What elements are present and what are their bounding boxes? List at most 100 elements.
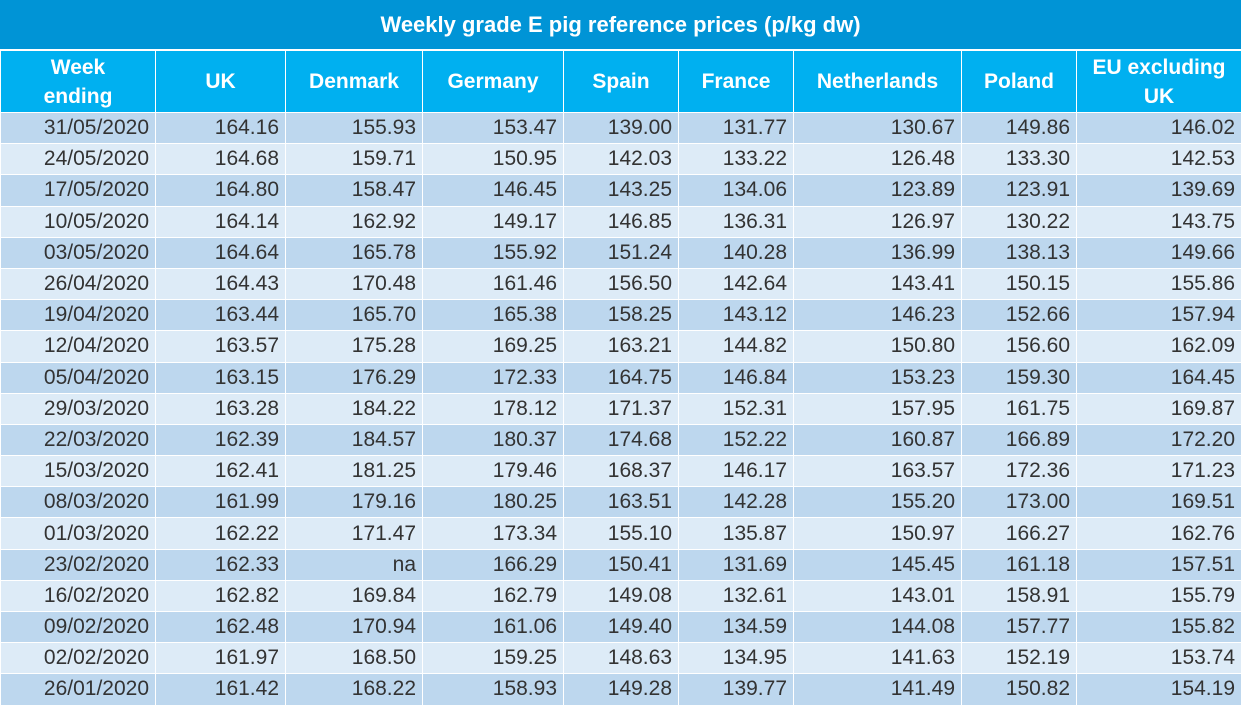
denmark-cell: 165.78 xyxy=(286,237,423,268)
week-ending-cell: 01/03/2020 xyxy=(1,518,156,549)
uk-cell: 164.16 xyxy=(156,113,286,144)
netherlands-cell: 150.80 xyxy=(794,331,962,362)
france-cell: 131.69 xyxy=(679,549,794,580)
week-ending-cell: 24/05/2020 xyxy=(1,144,156,175)
week-ending-cell: 23/02/2020 xyxy=(1,549,156,580)
netherlands-cell: 153.23 xyxy=(794,362,962,393)
poland-cell: 152.19 xyxy=(962,643,1077,674)
eu-excluding-uk-cell: 157.51 xyxy=(1077,549,1241,580)
denmark-cell: 168.50 xyxy=(286,643,423,674)
poland-cell: 152.66 xyxy=(962,300,1077,331)
germany-cell: 149.17 xyxy=(423,206,564,237)
column-header-denmark: Denmark xyxy=(286,51,423,113)
germany-cell: 178.12 xyxy=(423,393,564,424)
eu-excluding-uk-cell: 162.76 xyxy=(1077,518,1241,549)
denmark-cell: 179.16 xyxy=(286,487,423,518)
week-ending-cell: 12/04/2020 xyxy=(1,331,156,362)
header-row: Week ending UK Denmark Germany Spain Fra… xyxy=(1,51,1241,113)
germany-cell: 179.46 xyxy=(423,456,564,487)
denmark-cell: 169.84 xyxy=(286,580,423,611)
spain-cell: 163.21 xyxy=(564,331,679,362)
poland-cell: 161.75 xyxy=(962,393,1077,424)
netherlands-cell: 130.67 xyxy=(794,113,962,144)
denmark-cell: 184.57 xyxy=(286,424,423,455)
uk-cell: 164.14 xyxy=(156,206,286,237)
poland-cell: 156.60 xyxy=(962,331,1077,362)
poland-cell: 123.91 xyxy=(962,175,1077,206)
spain-cell: 155.10 xyxy=(564,518,679,549)
table-title: Weekly grade E pig reference prices (p/k… xyxy=(0,0,1241,50)
column-header-spain: Spain xyxy=(564,51,679,113)
column-header-france: France xyxy=(679,51,794,113)
denmark-cell: 184.22 xyxy=(286,393,423,424)
denmark-cell: na xyxy=(286,549,423,580)
germany-cell: 180.37 xyxy=(423,424,564,455)
netherlands-cell: 126.48 xyxy=(794,144,962,175)
spain-cell: 150.41 xyxy=(564,549,679,580)
netherlands-cell: 141.49 xyxy=(794,674,962,705)
uk-cell: 161.42 xyxy=(156,674,286,705)
eu-excluding-uk-cell: 169.87 xyxy=(1077,393,1241,424)
denmark-cell: 165.70 xyxy=(286,300,423,331)
spain-cell: 148.63 xyxy=(564,643,679,674)
table-header: Week ending UK Denmark Germany Spain Fra… xyxy=(1,51,1241,113)
spain-cell: 164.75 xyxy=(564,362,679,393)
poland-cell: 130.22 xyxy=(962,206,1077,237)
poland-cell: 159.30 xyxy=(962,362,1077,393)
france-cell: 132.61 xyxy=(679,580,794,611)
netherlands-cell: 123.89 xyxy=(794,175,962,206)
denmark-cell: 158.47 xyxy=(286,175,423,206)
netherlands-cell: 157.95 xyxy=(794,393,962,424)
spain-cell: 149.08 xyxy=(564,580,679,611)
eu-excluding-uk-cell: 149.66 xyxy=(1077,237,1241,268)
uk-cell: 163.57 xyxy=(156,331,286,362)
netherlands-cell: 136.99 xyxy=(794,237,962,268)
week-ending-cell: 17/05/2020 xyxy=(1,175,156,206)
denmark-cell: 168.22 xyxy=(286,674,423,705)
uk-cell: 164.80 xyxy=(156,175,286,206)
denmark-cell: 162.92 xyxy=(286,206,423,237)
germany-cell: 159.25 xyxy=(423,643,564,674)
column-header-week-ending: Week ending xyxy=(1,51,156,113)
spain-cell: 139.00 xyxy=(564,113,679,144)
france-cell: 139.77 xyxy=(679,674,794,705)
france-cell: 131.77 xyxy=(679,113,794,144)
spain-cell: 142.03 xyxy=(564,144,679,175)
poland-cell: 172.36 xyxy=(962,456,1077,487)
column-header-netherlands: Netherlands xyxy=(794,51,962,113)
eu-excluding-uk-cell: 142.53 xyxy=(1077,144,1241,175)
denmark-cell: 170.48 xyxy=(286,268,423,299)
eu-excluding-uk-cell: 155.82 xyxy=(1077,612,1241,643)
spain-cell: 146.85 xyxy=(564,206,679,237)
germany-cell: 155.92 xyxy=(423,237,564,268)
france-cell: 142.64 xyxy=(679,268,794,299)
france-cell: 152.22 xyxy=(679,424,794,455)
france-cell: 142.28 xyxy=(679,487,794,518)
spain-cell: 143.25 xyxy=(564,175,679,206)
week-ending-cell: 19/04/2020 xyxy=(1,300,156,331)
germany-cell: 158.93 xyxy=(423,674,564,705)
eu-excluding-uk-cell: 146.02 xyxy=(1077,113,1241,144)
france-cell: 134.59 xyxy=(679,612,794,643)
netherlands-cell: 143.41 xyxy=(794,268,962,299)
week-ending-cell: 05/04/2020 xyxy=(1,362,156,393)
france-cell: 143.12 xyxy=(679,300,794,331)
poland-cell: 161.18 xyxy=(962,549,1077,580)
germany-cell: 162.79 xyxy=(423,580,564,611)
uk-cell: 163.28 xyxy=(156,393,286,424)
germany-cell: 173.34 xyxy=(423,518,564,549)
